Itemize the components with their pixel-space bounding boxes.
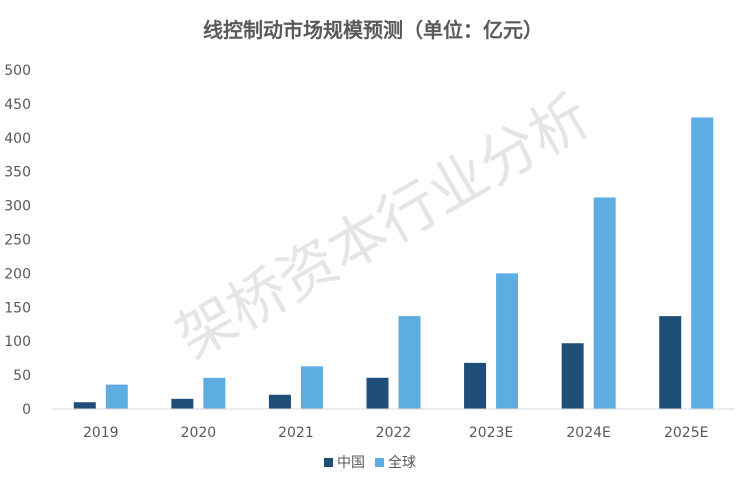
y-tick-label: 200 xyxy=(4,266,31,282)
y-tick-label: 300 xyxy=(4,199,31,215)
y-tick-label: 500 xyxy=(4,63,31,79)
bar-中国-2024E xyxy=(561,343,584,409)
y-tick-label: 400 xyxy=(4,131,31,147)
x-tick-label: 2022 xyxy=(376,425,412,441)
legend-swatch-全球 xyxy=(375,458,384,467)
legend-swatch-中国 xyxy=(324,458,333,467)
bar-全球-2020 xyxy=(203,377,226,409)
y-tick-label: 100 xyxy=(4,334,31,350)
bar-中国-2022 xyxy=(366,377,389,409)
bar-全球-2019 xyxy=(105,384,128,409)
bar-中国-2025E xyxy=(659,316,682,409)
x-tick-label: 2021 xyxy=(278,425,314,441)
bar-全球-2025E xyxy=(691,117,714,410)
chart-title: 线控制动市场规模预测（单位：亿元） xyxy=(203,18,543,42)
bar-中国-2019 xyxy=(73,402,96,409)
x-tick-label: 2020 xyxy=(181,425,217,441)
bar-全球-2021 xyxy=(300,366,323,409)
legend-label-中国: 中国 xyxy=(337,455,365,471)
bar-中国-2021 xyxy=(268,394,291,409)
x-tick-label: 2024E xyxy=(566,425,610,441)
y-tick-label: 0 xyxy=(22,402,31,418)
y-tick-label: 150 xyxy=(4,300,31,316)
bar-中国-2023E xyxy=(464,362,487,409)
y-tick-label: 50 xyxy=(13,368,31,384)
x-tick-label: 2023E xyxy=(469,425,513,441)
y-tick-label: 450 xyxy=(4,97,31,113)
x-tick-label: 2019 xyxy=(83,425,119,441)
y-tick-label: 350 xyxy=(4,165,31,181)
legend-label-全球: 全球 xyxy=(388,454,416,471)
y-tick-label: 250 xyxy=(4,233,31,249)
bar-全球-2024E xyxy=(593,197,616,409)
bar-全球-2022 xyxy=(398,316,421,409)
x-tick-label: 2025E xyxy=(664,425,708,441)
bar-中国-2020 xyxy=(171,398,194,409)
watermark-text: 架桥资本行业分析 xyxy=(165,81,601,372)
bar-全球-2023E xyxy=(496,273,519,409)
